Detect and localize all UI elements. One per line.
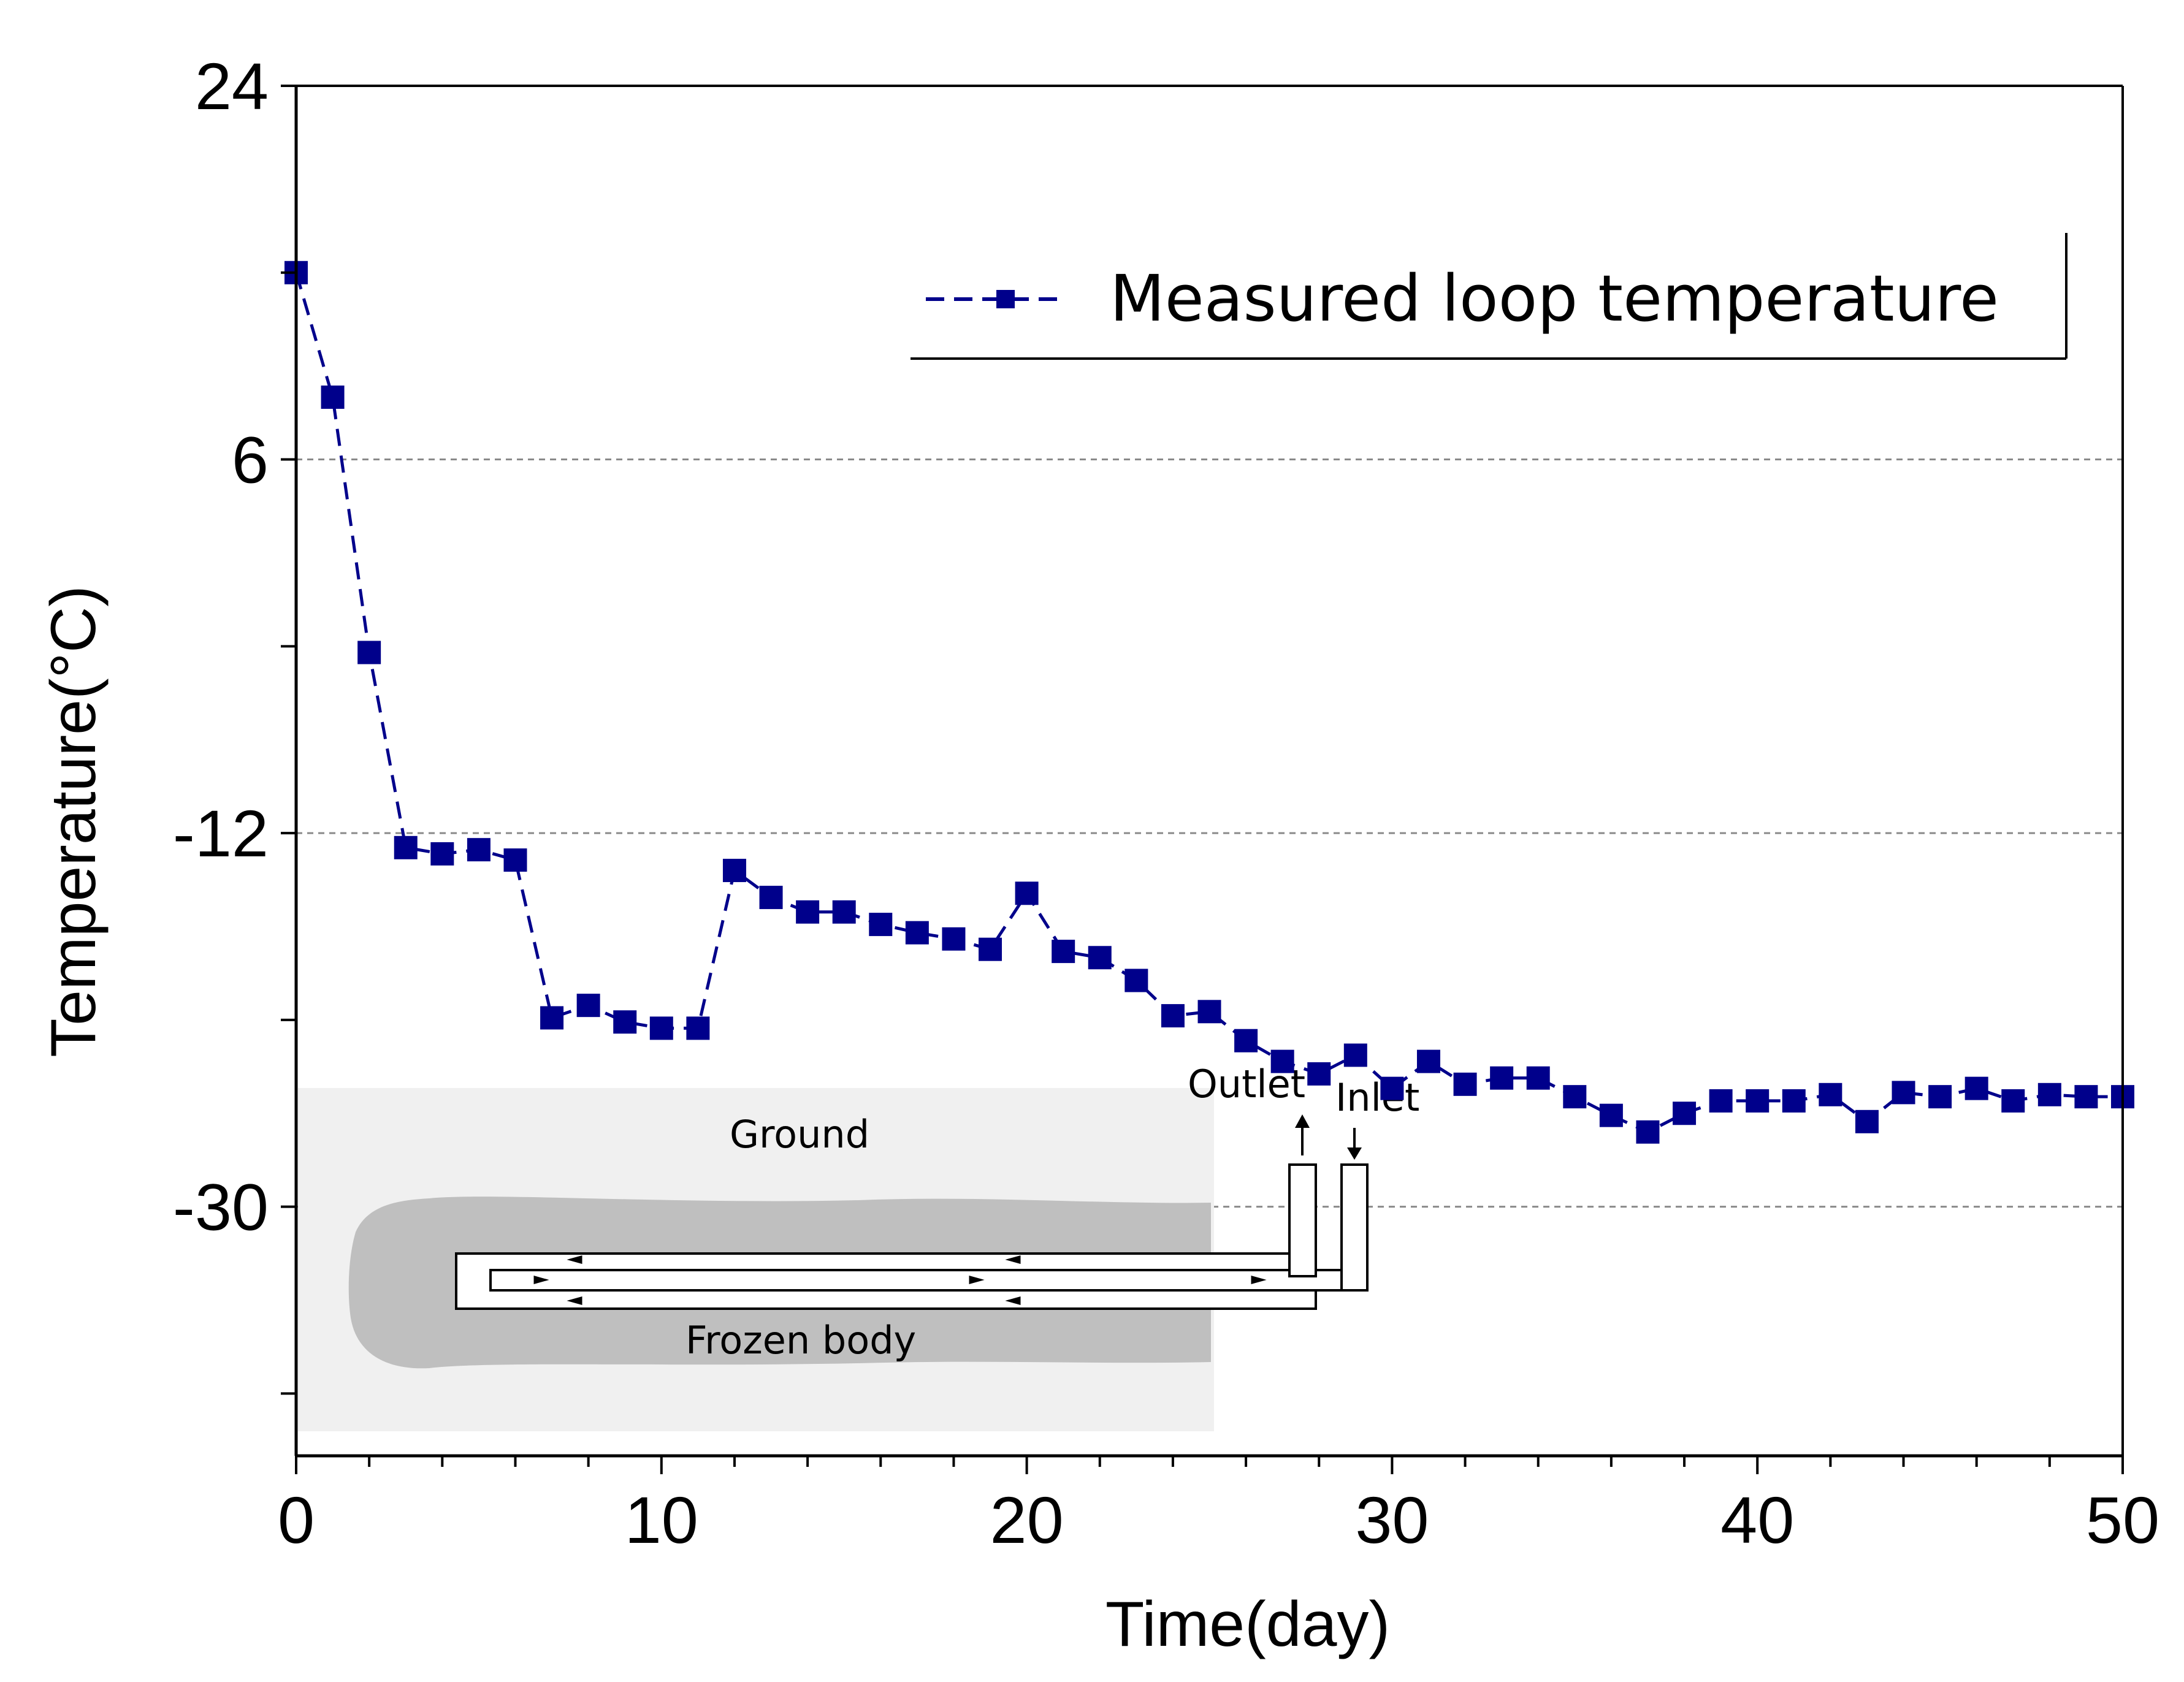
- data-point: [979, 937, 1002, 961]
- data-point: [1124, 968, 1148, 992]
- inset-inlet-riser: [1340, 1163, 1369, 1292]
- flow-mark: [1005, 1296, 1021, 1305]
- legend-marker-swatch: [996, 290, 1015, 308]
- y-tick-label: 6: [232, 423, 269, 497]
- data-point: [1088, 946, 1112, 970]
- data-point: [1673, 1102, 1697, 1125]
- data-point: [649, 1016, 673, 1040]
- data-point: [722, 859, 746, 883]
- y-tick-label: 24: [195, 49, 269, 123]
- inset-diagram: Ground Frozen body Outlet Inlet: [298, 1062, 1419, 1431]
- inset-label-inlet: Inlet: [1335, 1075, 1419, 1120]
- data-point: [686, 1016, 710, 1040]
- flow-mark: [1005, 1255, 1021, 1264]
- data-point: [1964, 1076, 1988, 1100]
- x-tick-label: 0: [278, 1483, 315, 1557]
- x-tick-label: 40: [1720, 1483, 1794, 1557]
- data-point: [2001, 1089, 2025, 1113]
- data-point: [1052, 940, 1075, 964]
- data-point: [321, 385, 345, 409]
- data-point: [796, 900, 820, 924]
- y-tick-label: -12: [173, 796, 269, 870]
- flow-mark: [533, 1276, 549, 1284]
- data-point: [832, 900, 856, 924]
- data-point: [613, 1010, 637, 1034]
- x-tick-label: 50: [2086, 1483, 2159, 1557]
- data-point: [1015, 881, 1039, 905]
- x-tick-label: 20: [990, 1483, 1064, 1557]
- y-axis-title: Temperature(°C): [38, 585, 109, 1057]
- data-point: [1636, 1120, 1660, 1144]
- axes: [294, 85, 2124, 1458]
- data-point: [1782, 1089, 1806, 1113]
- data-point: [1928, 1085, 1952, 1109]
- data-point: [467, 838, 491, 862]
- data-point: [1161, 1004, 1185, 1028]
- flow-mark: [567, 1296, 582, 1305]
- data-point: [869, 913, 893, 937]
- inset-pipe: [455, 1163, 1369, 1310]
- flow-mark: [969, 1276, 985, 1284]
- legend-label: Measured loop temperature: [1110, 261, 1999, 336]
- flow-mark: [567, 1255, 582, 1264]
- data-point: [540, 1006, 564, 1030]
- data-point: [1270, 1049, 1294, 1073]
- axis-ticks: 0 10 20 30 40 50 24 6 -12 -30: [173, 49, 2159, 1557]
- data-point: [1563, 1085, 1587, 1109]
- series-layer: [284, 261, 2134, 1144]
- data-point: [2074, 1085, 2098, 1109]
- inlet-arrow-head: [1347, 1147, 1362, 1160]
- data-point: [1490, 1066, 1514, 1090]
- data-point: [759, 886, 783, 910]
- data-point: [942, 927, 966, 951]
- y-tick-label: -30: [173, 1170, 269, 1244]
- outlet-arrow-head: [1295, 1114, 1310, 1128]
- data-point: [1709, 1089, 1733, 1113]
- data-point: [1599, 1103, 1623, 1127]
- data-point: [503, 848, 527, 872]
- flow-mark: [1251, 1276, 1267, 1284]
- data-point: [1416, 1049, 1440, 1073]
- data-point: [430, 842, 454, 866]
- inset-inner-pipe: [489, 1269, 1369, 1292]
- inset-label-ground: Ground: [730, 1112, 869, 1157]
- x-tick-label: 10: [625, 1483, 698, 1557]
- data-point: [1892, 1081, 1915, 1105]
- data-point: [394, 835, 418, 859]
- data-point: [1746, 1089, 1770, 1113]
- data-point: [1343, 1043, 1367, 1067]
- data-point: [1855, 1109, 1879, 1133]
- data-point: [1526, 1066, 1550, 1090]
- data-point: [1453, 1072, 1477, 1096]
- inset-outlet-riser: [1288, 1163, 1317, 1277]
- x-axis-title: Time(day): [1105, 1589, 1390, 1660]
- series-line: [294, 272, 2123, 1134]
- data-point: [2037, 1083, 2061, 1106]
- data-point: [1197, 1000, 1221, 1024]
- data-point: [905, 921, 929, 945]
- data-point: [1380, 1076, 1404, 1100]
- data-point: [576, 994, 600, 1018]
- legend: Measured loop temperature: [911, 233, 2068, 360]
- inset-label-frozen-body: Frozen body: [685, 1318, 916, 1363]
- data-point: [1307, 1062, 1331, 1086]
- data-point: [1234, 1029, 1258, 1052]
- x-tick-label: 30: [1355, 1483, 1429, 1557]
- data-point: [357, 641, 381, 664]
- data-point: [1819, 1083, 1842, 1106]
- inset-flow-marks: [533, 1255, 1267, 1305]
